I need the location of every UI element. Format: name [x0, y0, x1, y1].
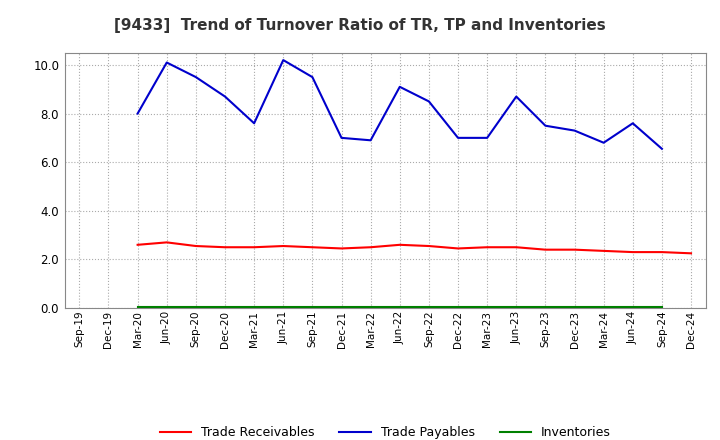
Trade Payables — [220, 94, 229, 99]
Trade Payables — [629, 121, 637, 126]
Trade Receivables — [687, 251, 696, 256]
Line: Trade Receivables: Trade Receivables — [138, 242, 691, 253]
Line: Trade Payables: Trade Payables — [138, 60, 662, 149]
Trade Payables — [657, 146, 666, 151]
Legend: Trade Receivables, Trade Payables, Inventories: Trade Receivables, Trade Payables, Inven… — [155, 422, 616, 440]
Trade Receivables — [395, 242, 404, 247]
Trade Receivables — [308, 245, 317, 250]
Trade Receivables — [279, 243, 287, 249]
Trade Receivables — [366, 245, 375, 250]
Trade Payables — [454, 135, 462, 140]
Trade Receivables — [657, 249, 666, 255]
Trade Payables — [133, 111, 142, 116]
Trade Payables — [308, 74, 317, 80]
Trade Receivables — [425, 243, 433, 249]
Trade Payables — [163, 60, 171, 65]
Trade Payables — [279, 58, 287, 63]
Trade Receivables — [133, 242, 142, 247]
Trade Receivables — [570, 247, 579, 252]
Trade Receivables — [163, 240, 171, 245]
Trade Receivables — [483, 245, 492, 250]
Text: [9433]  Trend of Turnover Ratio of TR, TP and Inventories: [9433] Trend of Turnover Ratio of TR, TP… — [114, 18, 606, 33]
Trade Payables — [425, 99, 433, 104]
Trade Receivables — [599, 248, 608, 253]
Trade Payables — [395, 84, 404, 89]
Trade Payables — [250, 121, 258, 126]
Trade Receivables — [629, 249, 637, 255]
Trade Receivables — [512, 245, 521, 250]
Trade Payables — [192, 74, 200, 80]
Trade Receivables — [220, 245, 229, 250]
Trade Receivables — [541, 247, 550, 252]
Trade Payables — [599, 140, 608, 145]
Trade Receivables — [337, 246, 346, 251]
Trade Payables — [337, 135, 346, 140]
Trade Payables — [541, 123, 550, 128]
Trade Payables — [570, 128, 579, 133]
Trade Payables — [366, 138, 375, 143]
Trade Payables — [483, 135, 492, 140]
Trade Receivables — [454, 246, 462, 251]
Trade Payables — [512, 94, 521, 99]
Trade Receivables — [250, 245, 258, 250]
Trade Receivables — [192, 243, 200, 249]
